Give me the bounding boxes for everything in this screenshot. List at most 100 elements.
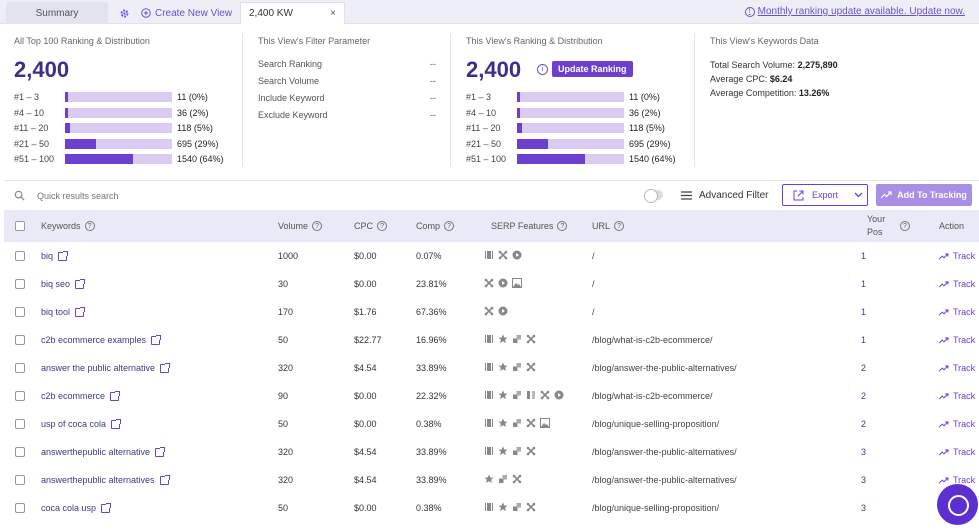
keyword-cell[interactable]: biq seo — [41, 278, 86, 289]
select-all-checkbox[interactable] — [15, 221, 25, 231]
chat-bubble-icon[interactable] — [937, 484, 978, 525]
external-link-icon[interactable] — [160, 362, 171, 373]
track-label: Track — [953, 251, 976, 261]
row-checkbox[interactable] — [15, 307, 25, 317]
keyword-cell[interactable]: biq — [41, 250, 69, 261]
cpc-cell: $4.54 — [354, 475, 377, 485]
row-checkbox[interactable] — [15, 475, 25, 485]
track-button[interactable]: Track — [939, 335, 975, 345]
overall-total: 2,400 — [14, 57, 70, 82]
track-button[interactable]: Track — [939, 475, 975, 485]
overall-ranking-title: All Top 100 Ranking & Distribution — [14, 36, 150, 46]
col-volume[interactable]: Volume? — [278, 221, 323, 231]
keyword-cell[interactable]: answer the public alternative — [41, 362, 171, 373]
keyword-cell[interactable]: c2b ecommerce — [41, 390, 121, 401]
trend-up-icon — [939, 336, 949, 343]
keyword-cell[interactable]: answerthepublic alternatives — [41, 474, 170, 485]
row-checkbox[interactable] — [15, 279, 25, 289]
add-to-tracking-button[interactable]: Add To Tracking — [876, 184, 972, 206]
distribution-row: #11 – 20 118 (5%) — [466, 122, 696, 135]
url-cell[interactable]: /blog/unique-selling-proposition/ — [592, 503, 720, 513]
search-icon — [14, 190, 25, 201]
external-link-icon[interactable] — [58, 250, 69, 261]
track-label: Track — [953, 419, 976, 429]
track-button[interactable]: Track — [939, 251, 975, 261]
cpc-cell: $0.00 — [354, 391, 377, 401]
url-cell[interactable]: /blog/answer-the-public-alternatives/ — [592, 447, 737, 457]
update-notice-link[interactable]: ! Monthly ranking update available. Upda… — [744, 6, 965, 17]
volume-cell: 320 — [278, 363, 294, 373]
keyword-text: c2b ecommerce examples — [41, 335, 147, 345]
track-button[interactable]: Track — [939, 307, 975, 317]
update-ranking-button[interactable]: Update Ranking — [552, 61, 633, 77]
distribution-row: #4 – 10 36 (2%) — [466, 107, 696, 120]
external-link-icon[interactable] — [111, 418, 122, 429]
export-icon — [793, 190, 804, 200]
track-button[interactable]: Track — [939, 447, 975, 457]
external-link-icon[interactable] — [159, 474, 170, 485]
url-cell[interactable]: /blog/what-is-c2b-ecommerce/ — [592, 335, 713, 345]
range-label: #51 – 100 — [466, 154, 507, 164]
row-checkbox[interactable] — [15, 447, 25, 457]
toggle-switch[interactable] — [644, 189, 663, 203]
tab-2400-kw[interactable]: 2,400 KW × — [240, 2, 345, 24]
track-button[interactable]: Track — [939, 419, 975, 429]
create-new-view-button[interactable]: Create New View — [141, 2, 235, 24]
external-link-icon[interactable] — [155, 446, 166, 457]
track-button[interactable]: Track — [939, 391, 975, 401]
col-url[interactable]: URL? — [592, 221, 625, 231]
keyword-cell[interactable]: usp of coca cola — [41, 418, 122, 429]
url-cell[interactable]: /blog/what-is-c2b-ecommerce/ — [592, 391, 713, 401]
col-cpc[interactable]: CPC? — [354, 221, 388, 231]
external-link-icon[interactable] — [75, 306, 86, 317]
col-serp-features[interactable]: SERP Features? — [491, 221, 568, 231]
play-icon — [498, 278, 508, 288]
tab-summary[interactable]: Summary — [6, 2, 108, 24]
quick-search-input[interactable] — [37, 191, 237, 201]
position-cell: 1 — [861, 335, 867, 345]
film-icon — [484, 502, 494, 512]
row-checkbox[interactable] — [15, 363, 25, 373]
keyword-cell[interactable]: answerthepublic alternative — [41, 446, 166, 457]
range-label: #4 – 10 — [466, 107, 497, 118]
volume-cell: 90 — [278, 391, 289, 401]
url-cell[interactable]: /blog/unique-selling-proposition/ — [592, 419, 720, 429]
keyword-cell[interactable]: biq tool — [41, 306, 86, 317]
link-icon — [512, 418, 522, 428]
distribution-bar-fill — [517, 154, 586, 164]
keyword-text: biq tool — [41, 307, 71, 317]
gear-icon[interactable] — [114, 2, 134, 24]
row-checkbox[interactable] — [15, 251, 25, 261]
col-comp[interactable]: Comp? — [416, 221, 455, 231]
external-link-icon[interactable] — [75, 278, 86, 289]
row-checkbox[interactable] — [15, 419, 25, 429]
cpc-cell: $4.54 — [354, 363, 377, 373]
url-cell[interactable]: /blog/answer-the-public-alternatives/ — [592, 363, 737, 373]
cross-icon — [540, 390, 550, 400]
url-cell[interactable]: / — [592, 279, 595, 289]
position-cell: 2 — [861, 391, 867, 401]
row-checkbox[interactable] — [15, 335, 25, 345]
url-cell[interactable]: / — [592, 251, 595, 261]
url-cell[interactable]: / — [592, 307, 595, 317]
col-your-pos[interactable]: Your Pos — [867, 214, 885, 237]
cross-icon — [526, 418, 536, 428]
keyword-cell[interactable]: c2b ecommerce examples — [41, 334, 162, 345]
row-checkbox[interactable] — [15, 503, 25, 513]
track-button[interactable]: Track — [939, 279, 975, 289]
export-button[interactable]: Export — [782, 184, 868, 206]
track-button[interactable]: Track — [939, 363, 975, 373]
col-keywords[interactable]: Keywords? — [41, 221, 95, 231]
serp-features-cell — [484, 418, 550, 428]
film-icon — [484, 362, 494, 372]
row-checkbox[interactable] — [15, 391, 25, 401]
external-link-icon[interactable] — [101, 502, 112, 513]
image-icon — [512, 278, 522, 288]
external-link-icon[interactable] — [151, 334, 162, 345]
advanced-filter-button[interactable]: Advanced Filter — [681, 190, 768, 201]
external-link-icon[interactable] — [110, 390, 121, 401]
keyword-cell[interactable]: coca cola usp — [41, 502, 112, 513]
volume-cell: 170 — [278, 307, 294, 317]
close-icon[interactable]: × — [330, 8, 336, 19]
url-cell[interactable]: /blog/answer-the-public-alternatives/ — [592, 475, 737, 485]
